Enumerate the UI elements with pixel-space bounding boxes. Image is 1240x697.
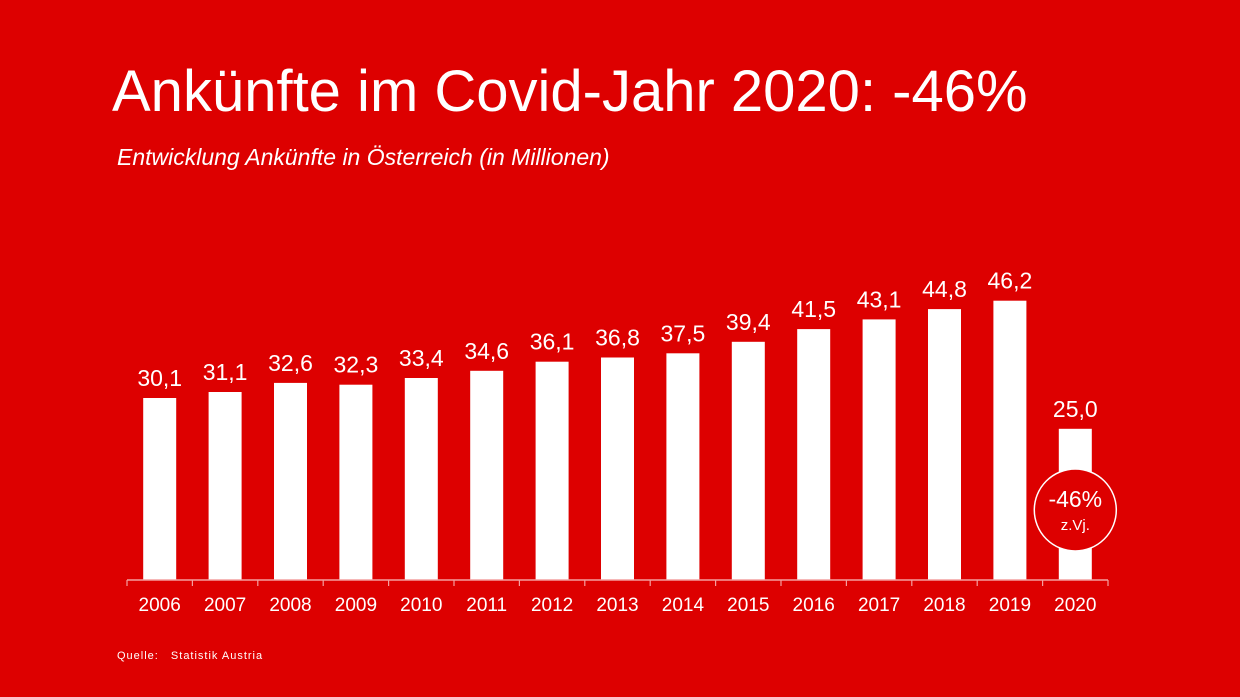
bar-2018 <box>928 309 961 580</box>
tick-label-2018: 2018 <box>923 595 965 616</box>
bar-2009 <box>339 384 373 580</box>
tick-label-2019: 2019 <box>989 595 1031 616</box>
data-label-2016: 41,5 <box>791 296 836 322</box>
data-label-2020: 25,0 <box>1053 396 1098 422</box>
bar-2011 <box>470 370 504 580</box>
data-label-2015: 39,4 <box>726 309 771 335</box>
bar-2008 <box>274 382 307 580</box>
change-badge-value: -46% <box>1048 486 1102 512</box>
tick-label-2020: 2020 <box>1054 595 1096 616</box>
data-label-2018: 44,8 <box>922 276 967 302</box>
chart-subtitle: Entwicklung Ankünfte in Österreich (in M… <box>117 144 610 170</box>
data-label-2006: 30,1 <box>137 365 182 391</box>
data-label-2017: 43,1 <box>857 286 902 312</box>
data-label-2010: 33,4 <box>399 345 444 371</box>
data-label-2009: 32,3 <box>334 352 379 378</box>
bar-2007 <box>208 392 242 580</box>
bar-2017 <box>862 319 896 580</box>
data-label-2011: 34,6 <box>464 338 509 364</box>
source-note: Quelle: Statistik Austria <box>117 650 263 662</box>
tick-label-2009: 2009 <box>335 595 377 616</box>
source-value: Statistik Austria <box>170 650 264 662</box>
bar-2016 <box>797 329 831 580</box>
tick-label-2012: 2012 <box>531 595 573 616</box>
data-label-2013: 36,8 <box>595 325 640 351</box>
change-badge-subtext: z.Vj. <box>1061 517 1090 534</box>
tick-label-2014: 2014 <box>662 595 705 616</box>
tick-label-2016: 2016 <box>793 595 835 616</box>
tick-label-2013: 2013 <box>596 595 638 616</box>
tick-label-2017: 2017 <box>858 595 900 616</box>
tick-label-2008: 2008 <box>269 595 311 616</box>
bar-2014 <box>666 353 700 580</box>
tick-label-2010: 2010 <box>400 595 442 616</box>
bar-2013 <box>601 357 634 580</box>
tick-label-2011: 2011 <box>466 595 507 616</box>
bar-2015 <box>731 341 765 580</box>
data-label-2008: 32,6 <box>268 350 313 376</box>
tick-label-2015: 2015 <box>727 595 769 616</box>
bar-2019 <box>993 300 1027 580</box>
bar-2012 <box>535 361 569 580</box>
tick-label-2006: 2006 <box>139 595 181 616</box>
tick-label-2007: 2007 <box>204 595 246 616</box>
change-badge <box>1033 468 1118 552</box>
chart-title: Ankünfte im Covid-Jahr 2020: -46% <box>112 59 1028 124</box>
bar-2006 <box>143 398 177 580</box>
source-label: Quelle: <box>117 650 159 662</box>
bar-2010 <box>404 378 438 580</box>
data-label-2012: 36,1 <box>530 329 575 355</box>
data-label-2007: 31,1 <box>203 359 248 385</box>
data-label-2014: 37,5 <box>661 320 706 346</box>
data-label-2019: 46,2 <box>988 268 1033 294</box>
